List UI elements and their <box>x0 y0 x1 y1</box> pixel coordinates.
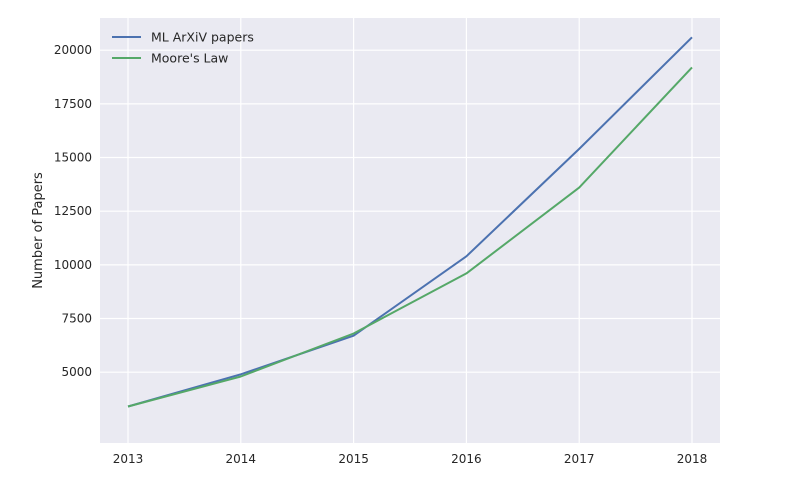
legend: ML ArXiV papers Moore's Law <box>112 30 254 66</box>
y-axis-label: Number of Papers <box>31 172 46 289</box>
series-line-1 <box>127 36 693 408</box>
x-tick-label: 2017 <box>564 452 595 466</box>
legend-label-1: ML ArXiV papers <box>151 30 254 45</box>
x-tick-label: 2018 <box>677 452 708 466</box>
y-tick-label: 12500 <box>54 204 92 218</box>
y-tick-label: 15000 <box>54 151 92 165</box>
series-line-2 <box>127 66 693 408</box>
x-tick-label: 2014 <box>226 452 257 466</box>
y-tick-label: 7500 <box>61 312 92 326</box>
grid <box>100 18 720 443</box>
y-tick-label: 17500 <box>54 97 92 111</box>
x-tick-labels: 2013 2014 2015 2016 2017 2018 <box>113 452 708 466</box>
x-tick-label: 2016 <box>451 452 482 466</box>
y-tick-label: 5000 <box>61 365 92 379</box>
plot-background <box>100 18 720 443</box>
legend-label-2: Moore's Law <box>151 51 228 66</box>
x-tick-label: 2013 <box>113 452 144 466</box>
y-tick-label: 20000 <box>54 43 92 57</box>
y-tick-label: 10000 <box>54 258 92 272</box>
series-layer <box>127 36 693 408</box>
y-tick-labels: 5000 7500 10000 12500 15000 17500 20000 <box>54 43 92 379</box>
x-tick-label: 2015 <box>338 452 369 466</box>
